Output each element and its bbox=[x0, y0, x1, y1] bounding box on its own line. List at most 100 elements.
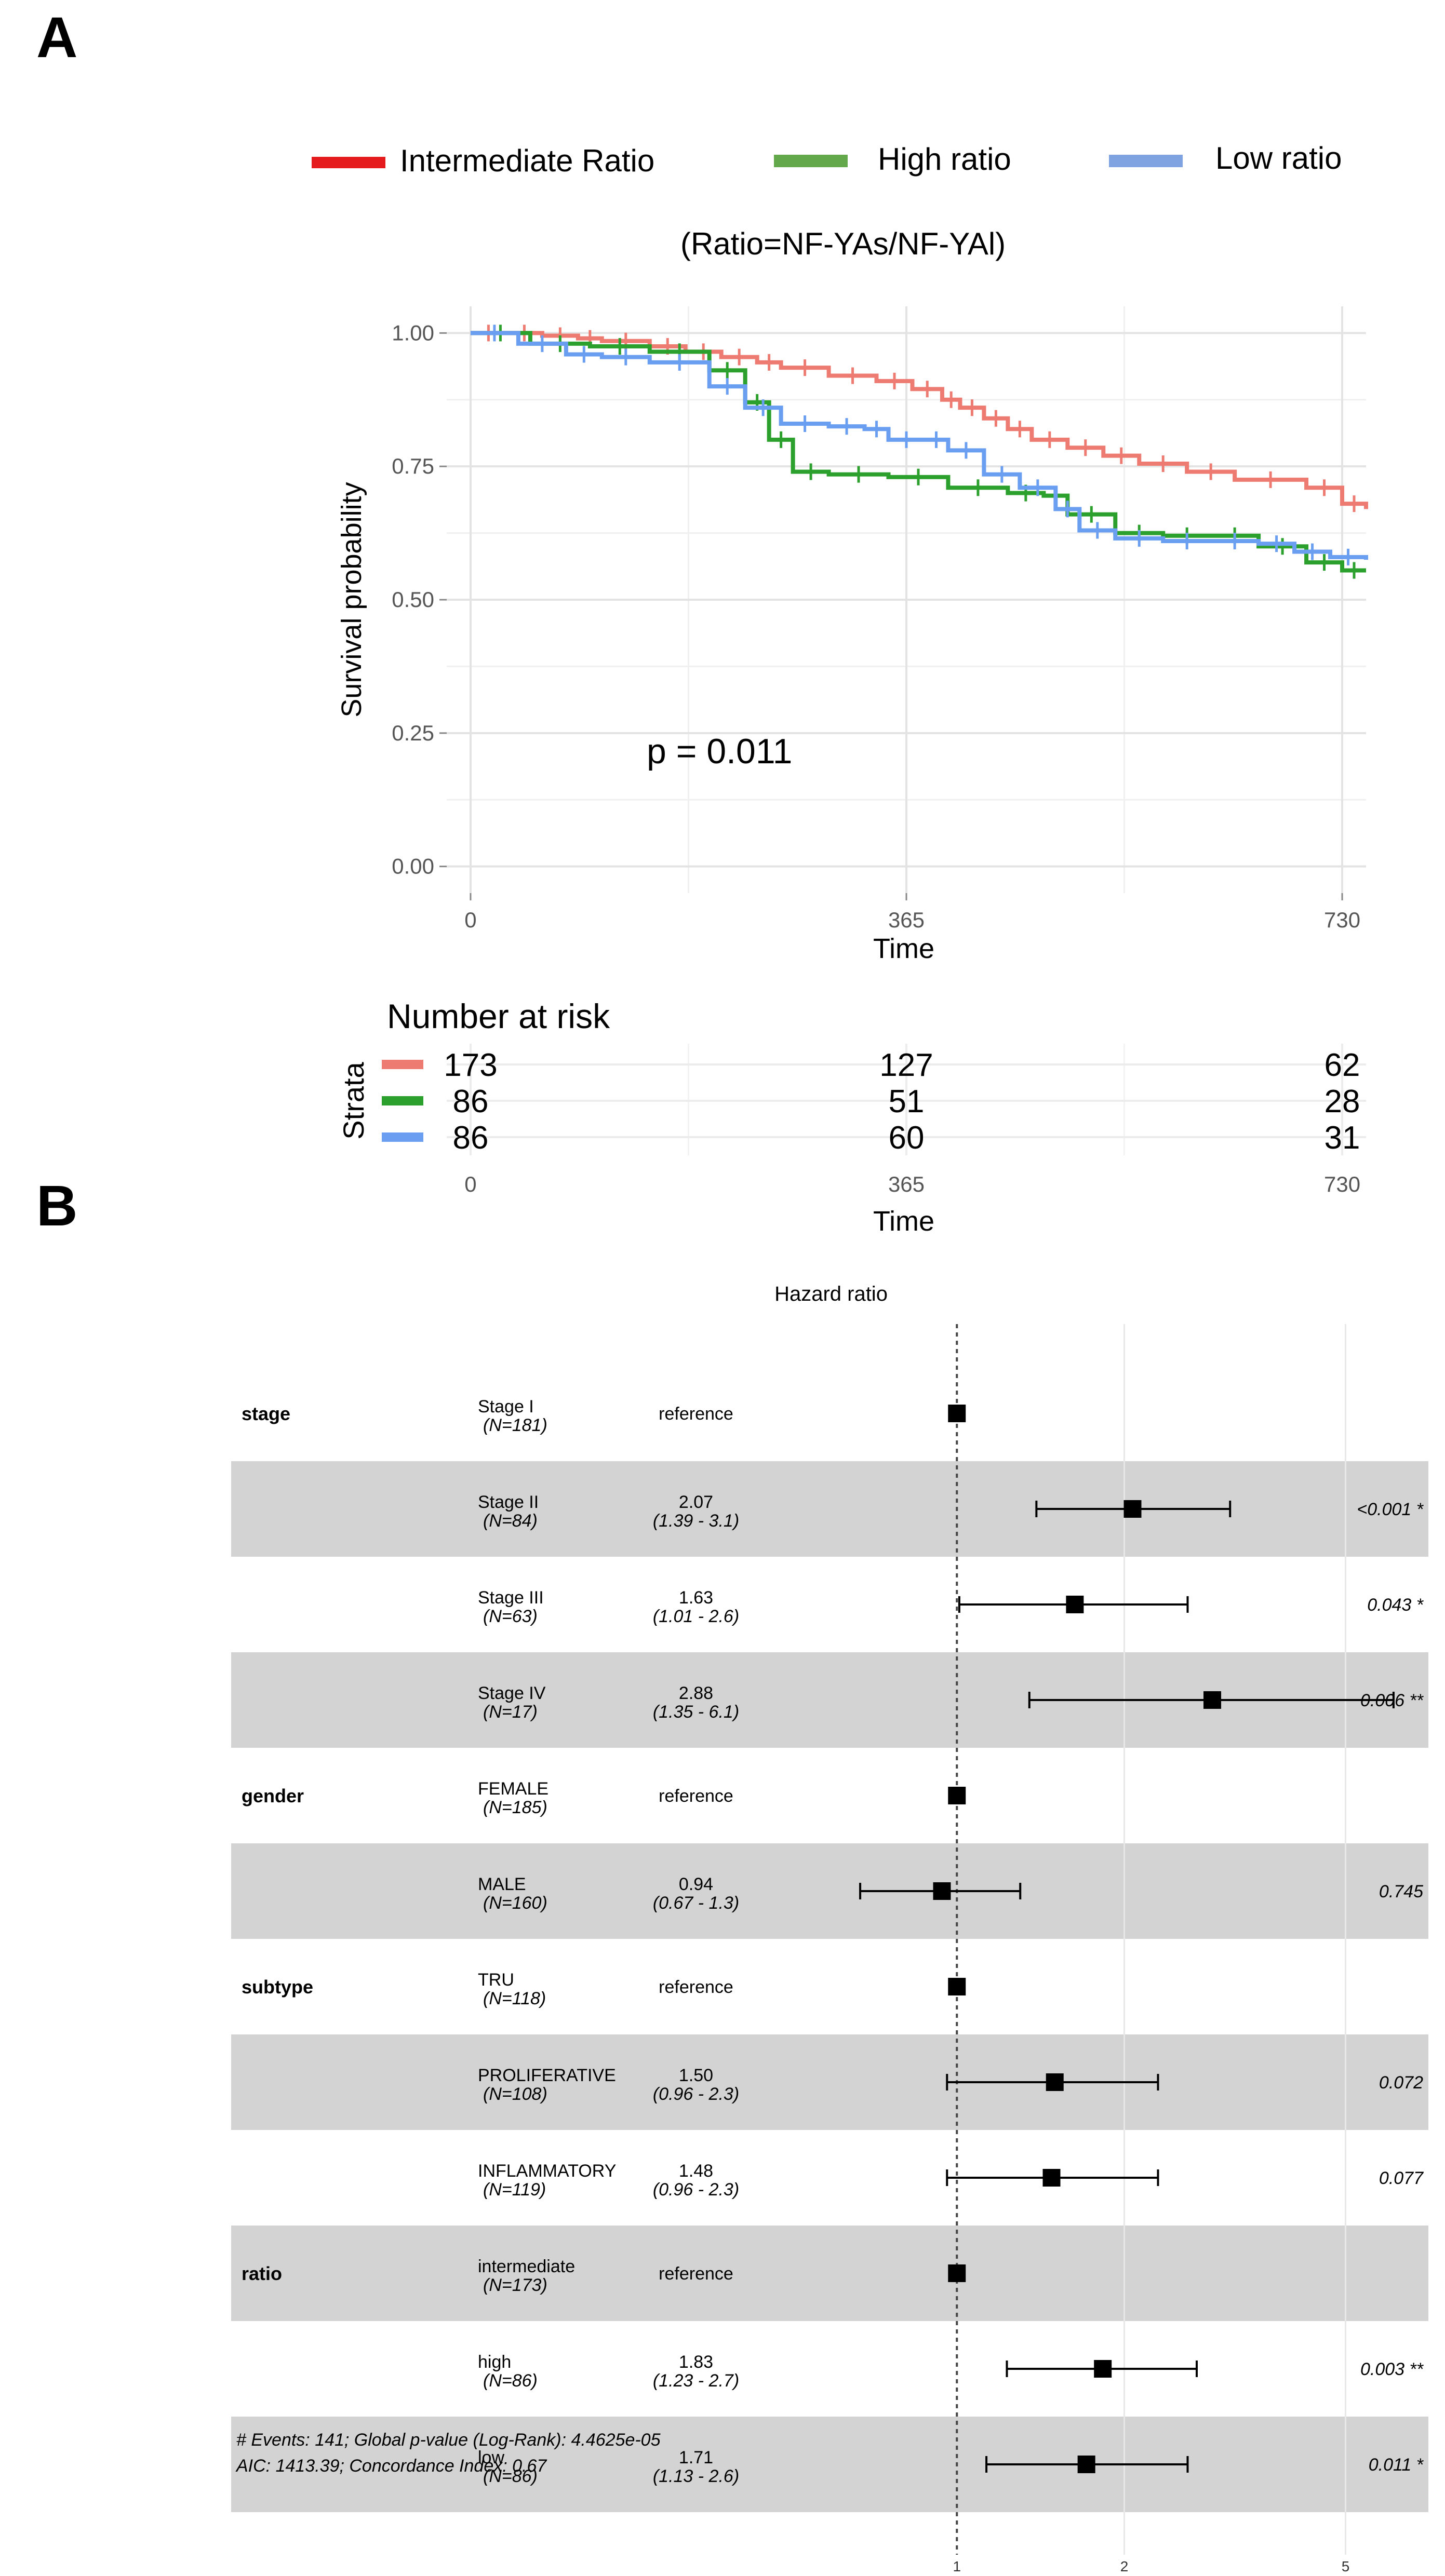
forest-row: Stage III(N=63) 1.63(1.01 - 2.6) 0.043 * bbox=[478, 1588, 1424, 1626]
forest-row-band bbox=[231, 2417, 1428, 2512]
forest-row-band bbox=[231, 1843, 1428, 1939]
forest-variable-label: subtype bbox=[242, 1976, 313, 1998]
forest-level-label: MALE bbox=[478, 1874, 526, 1894]
forest-ci: (0.96 - 2.3) bbox=[653, 2084, 739, 2104]
forest-ci: (0.67 - 1.3) bbox=[653, 1893, 739, 1913]
forest-level-label: PROLIFERATIVE bbox=[478, 2066, 616, 2085]
forest-p-value: 0.011 * bbox=[1369, 2455, 1424, 2475]
forest-x-axis: 1 2 5 bbox=[953, 2558, 1349, 2574]
risk-count: 127 bbox=[879, 1047, 933, 1083]
risk-count: 31 bbox=[1324, 1120, 1360, 1156]
forest-variable-label: stage bbox=[242, 1403, 290, 1424]
forest-estimate: reference bbox=[659, 2264, 733, 2284]
forest-estimate: 1.71 bbox=[679, 2448, 713, 2467]
forest-ci: (1.13 - 2.6) bbox=[653, 2466, 739, 2486]
risk-table-x-axis: 0 365 730 bbox=[464, 1172, 1360, 1196]
forest-row: ratio intermediate(N=173) reference bbox=[242, 2257, 966, 2295]
forest-point bbox=[1046, 2073, 1064, 2091]
forest-row: Stage IV(N=17) 2.88(1.35 - 6.1) 0.006 ** bbox=[478, 1683, 1424, 1722]
km-y-axis: 0.00 0.25 0.50 0.75 1.00 bbox=[392, 320, 447, 879]
forest-plot: Hazard ratio stage Stage I(N=181) referenc… bbox=[231, 1283, 1428, 2574]
risk-x-tick-label: 365 bbox=[888, 1172, 925, 1196]
km-y-tick-label: 0.00 bbox=[392, 854, 434, 879]
forest-row: gender FEMALE(N=185) reference bbox=[242, 1779, 966, 1817]
forest-footnote-events: # Events: 141; Global p-value (Log-Rank)… bbox=[236, 2430, 661, 2450]
risk-table-x-axis-title: Time bbox=[873, 1206, 934, 1237]
risk-table-gridlines bbox=[447, 1044, 1366, 1155]
risk-strata-swatch bbox=[382, 1096, 423, 1105]
forest-estimate: 1.50 bbox=[679, 2066, 713, 2085]
forest-ci: (1.01 - 2.6) bbox=[653, 1607, 739, 1626]
km-y-axis-title: Survival probability bbox=[336, 482, 367, 717]
forest-ci: (1.35 - 6.1) bbox=[653, 1702, 739, 1722]
forest-row-bands bbox=[231, 1461, 1428, 2512]
forest-variable-label: gender bbox=[242, 1785, 304, 1806]
forest-row-band bbox=[231, 2226, 1428, 2321]
risk-x-tick-label: 0 bbox=[464, 1172, 476, 1196]
forest-point bbox=[1203, 1691, 1222, 1709]
forest-level-label: TRU bbox=[478, 1970, 514, 1990]
risk-count: 173 bbox=[444, 1047, 497, 1083]
forest-title: Hazard ratio bbox=[774, 1283, 888, 1305]
forest-p-value: 0.072 bbox=[1379, 2073, 1423, 2093]
forest-level-label: INFLAMMATORY bbox=[478, 2161, 616, 2181]
forest-point bbox=[1066, 1596, 1084, 1613]
forest-level-label: intermediate bbox=[478, 2257, 575, 2276]
forest-n-label: (N=119) bbox=[483, 2180, 546, 2200]
forest-n-label: (N=160) bbox=[483, 1893, 547, 1913]
forest-n-label: (N=84) bbox=[483, 1511, 538, 1531]
risk-count: 51 bbox=[889, 1084, 925, 1120]
forest-point bbox=[933, 1882, 951, 1900]
risk-count: 60 bbox=[889, 1120, 925, 1156]
forest-p-value: 0.003 ** bbox=[1360, 2359, 1424, 2379]
forest-row: subtype TRU(N=118) reference bbox=[242, 1970, 966, 2008]
risk-table: Number at risk Strata 173 127 62 86 51 28 86 60… bbox=[337, 997, 1366, 1237]
legend-swatch-low bbox=[1109, 155, 1183, 167]
forest-level-label: Stage III bbox=[478, 1588, 544, 1608]
forest-n-label: (N=86) bbox=[483, 2466, 538, 2486]
km-x-tick-label: 365 bbox=[888, 908, 925, 932]
forest-p-value: <0.001 * bbox=[1357, 1500, 1424, 1519]
km-x-tick-label: 0 bbox=[464, 908, 476, 932]
forest-estimate: 1.48 bbox=[679, 2161, 713, 2181]
forest-n-label: (N=86) bbox=[483, 2371, 538, 2391]
forest-point bbox=[948, 1978, 966, 1995]
forest-point bbox=[948, 2264, 966, 2282]
km-plot: 0.00 0.25 0.50 0.75 1.00 0 365 730 p = 0.011 T… bbox=[336, 306, 1368, 964]
forest-level-label: low bbox=[478, 2448, 504, 2467]
risk-count: 62 bbox=[1324, 1047, 1360, 1083]
legend-label-low: Low ratio bbox=[1215, 141, 1342, 176]
forest-n-label: (N=185) bbox=[483, 1798, 547, 1817]
forest-estimate: 2.88 bbox=[679, 1683, 713, 1703]
forest-p-value: 0.043 * bbox=[1367, 1595, 1424, 1615]
km-curve-low-ratio bbox=[470, 331, 1368, 560]
forest-level-label: Stage IV bbox=[478, 1683, 546, 1703]
forest-point bbox=[1042, 2169, 1061, 2187]
km-y-tick-label: 0.50 bbox=[392, 587, 434, 612]
forest-row: high(N=86) 1.83(1.23 - 2.7) 0.003 ** bbox=[478, 2352, 1424, 2391]
risk-table-rows: 173 127 62 86 51 28 86 60 31 bbox=[382, 1047, 1360, 1156]
km-y-tick-label: 0.75 bbox=[392, 454, 434, 478]
forest-estimate: reference bbox=[659, 1786, 733, 1806]
legend: Intermediate Ratio High ratio Low ratio … bbox=[312, 141, 1342, 261]
km-curve-intermediate-ratio bbox=[470, 331, 1368, 509]
forest-variable-label: ratio bbox=[242, 2263, 282, 2284]
ratio-note: (Ratio=NF-YAs/NF-YAl) bbox=[680, 226, 1006, 261]
forest-row-band bbox=[231, 1461, 1428, 1557]
forest-level-label: high bbox=[478, 2352, 511, 2372]
forest-rows: stage Stage I(N=181)reference Stage II(N=8… bbox=[242, 1397, 1424, 2486]
forest-n-label: (N=173) bbox=[483, 2275, 547, 2295]
forest-row: Stage II(N=84) 2.07(1.39 - 3.1) <0.001 * bbox=[478, 1492, 1424, 1531]
km-x-tick-label: 730 bbox=[1324, 908, 1360, 932]
forest-estimate: 1.63 bbox=[679, 1588, 713, 1608]
forest-row: stage Stage I(N=181) reference bbox=[242, 1397, 966, 1435]
forest-row: MALE(N=160) 0.94(0.67 - 1.3) 0.745 bbox=[478, 1874, 1423, 1913]
risk-count: 86 bbox=[452, 1120, 488, 1156]
forest-x-tick-label: 1 bbox=[953, 2558, 961, 2574]
forest-row: INFLAMMATORY(N=119) 1.48(0.96 - 2.3) 0.077 bbox=[478, 2161, 1424, 2200]
forest-point bbox=[1094, 2360, 1112, 2378]
forest-estimate: reference bbox=[659, 1404, 733, 1424]
panel-label-a: A bbox=[36, 6, 77, 70]
km-y-tick-label: 1.00 bbox=[392, 320, 434, 345]
